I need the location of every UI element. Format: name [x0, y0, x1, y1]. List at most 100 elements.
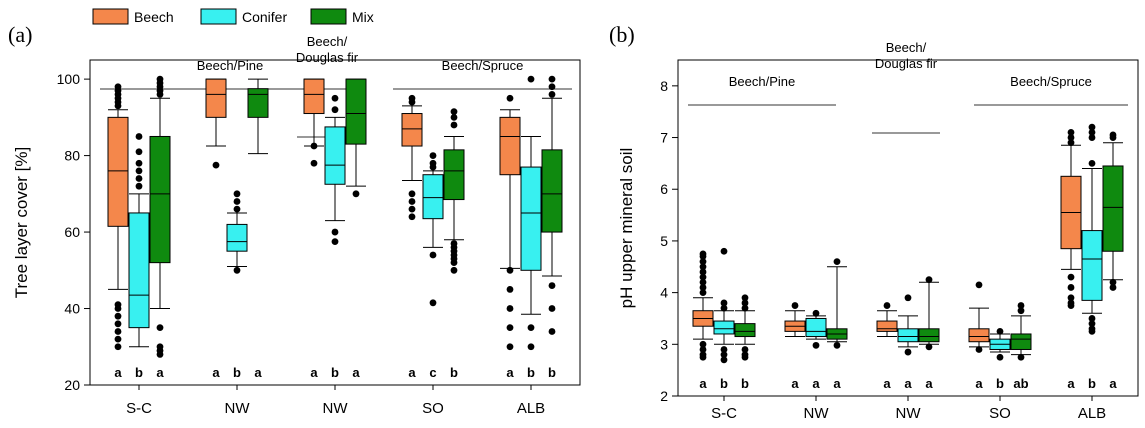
- x-tick-label: NW: [225, 400, 251, 417]
- legend-label-mix: Mix: [352, 9, 374, 25]
- outlier-point-mix: [925, 343, 933, 351]
- significance-letter: a: [212, 365, 220, 380]
- outlier-point-beech: [408, 213, 416, 221]
- box-mix: [247, 88, 269, 118]
- y-axis-label: pH upper mineral soil: [617, 148, 636, 309]
- outlier-point-beech: [114, 320, 122, 328]
- outlier-point-beech: [699, 278, 707, 286]
- box-beech: [303, 78, 325, 115]
- x-tick-label: ALB: [1078, 405, 1106, 422]
- significance-letter: a: [833, 376, 841, 391]
- outlier-point-conifer: [527, 343, 535, 351]
- outlier-point-conifer: [904, 294, 912, 302]
- outlier-point-mix: [352, 190, 360, 198]
- outlier-point-conifer: [135, 148, 143, 156]
- significance-letter: a: [1109, 376, 1117, 391]
- outlier-point-conifer: [135, 159, 143, 167]
- box-beech: [107, 116, 129, 227]
- panel-label: (b): [609, 22, 635, 47]
- significance-letter: a: [925, 376, 933, 391]
- y-tick-label: 2: [660, 388, 668, 404]
- outlier-point-beech: [114, 301, 122, 309]
- box-mix: [1010, 333, 1032, 350]
- y-tick-label: 20: [64, 377, 80, 393]
- x-tick-label: S-C: [711, 405, 737, 422]
- significance-letter: b: [741, 376, 749, 391]
- chart-b: (b) pH upper mineral soil 2 3 4 5 6 7 8 S-C NW NW SO…: [609, 22, 1139, 422]
- box-conifer: [128, 212, 150, 329]
- box-mix: [345, 78, 367, 145]
- outlier-point-beech: [975, 281, 983, 289]
- outlier-point-conifer: [429, 299, 437, 307]
- outlier-point-beech: [506, 94, 514, 102]
- y-tick-label: 80: [64, 148, 80, 164]
- outlier-point-mix: [450, 113, 458, 121]
- significance-letter: a: [812, 376, 820, 391]
- outlier-point-beech: [408, 94, 416, 102]
- y-tick-label: 7: [660, 130, 668, 146]
- box-conifer: [897, 328, 919, 343]
- outlier-point-mix: [741, 299, 749, 307]
- outlier-point-conifer: [720, 351, 728, 359]
- x-tick-label: NW: [804, 405, 830, 422]
- outlier-point-conifer: [527, 75, 535, 83]
- outlier-point-beech: [114, 335, 122, 343]
- outlier-point-beech: [699, 250, 707, 258]
- significance-letter: b: [548, 365, 556, 380]
- outlier-point-conifer: [527, 324, 535, 332]
- outlier-point-mix: [450, 266, 458, 274]
- outlier-point-conifer: [135, 167, 143, 175]
- outlier-point-beech: [1067, 302, 1075, 309]
- box-conifer: [324, 126, 346, 185]
- outlier-point-mix: [741, 304, 749, 312]
- outlier-point-conifer: [331, 228, 339, 236]
- group-label: Beech/Pine: [197, 58, 264, 73]
- group-label: Beech/: [307, 34, 348, 49]
- significance-letter: a: [883, 376, 891, 391]
- x-tick-label: SO: [989, 405, 1011, 422]
- significance-letter: b: [720, 376, 728, 391]
- significance-letter: b: [233, 365, 241, 380]
- outlier-point-beech: [791, 302, 799, 309]
- outlier-point-beech: [699, 289, 707, 297]
- outlier-point-mix: [1017, 302, 1025, 309]
- significance-letter: a: [352, 365, 360, 380]
- box-beech: [205, 78, 227, 118]
- outlier-point-mix: [1109, 284, 1117, 291]
- group-label: Beech/Spruce: [1010, 74, 1092, 89]
- outlier-point-conifer: [720, 299, 728, 307]
- outlier-point-beech: [310, 159, 318, 167]
- outlier-point-beech: [212, 161, 220, 169]
- box-beech: [968, 328, 990, 343]
- panel-label: (a): [8, 22, 32, 47]
- outlier-point-conifer: [429, 159, 437, 167]
- outlier-point-beech: [1067, 284, 1075, 291]
- significance-letter: ab: [1013, 376, 1028, 391]
- significance-letter: a: [408, 365, 416, 380]
- outlier-point-mix: [833, 258, 841, 265]
- group-label: Beech/: [886, 40, 927, 55]
- y-tick-label: 100: [57, 71, 81, 87]
- outlier-point-conifer: [331, 106, 339, 114]
- significance-letter: a: [156, 365, 164, 380]
- box-mix: [1102, 165, 1124, 252]
- legend-swatch-conifer: [200, 8, 237, 25]
- significance-letter: b: [996, 376, 1004, 391]
- chart-a: (a) Tree layer cover [%] 20 40 60 80 100 S-C NW N…: [8, 22, 581, 417]
- outlier-point-mix: [741, 346, 749, 353]
- outlier-point-conifer: [720, 247, 728, 255]
- group-label: Douglas fir: [296, 50, 359, 65]
- outlier-point-beech: [408, 205, 416, 213]
- outlier-point-mix: [741, 353, 749, 361]
- outlier-point-beech: [883, 302, 891, 309]
- outlier-point-conifer: [233, 190, 241, 198]
- outlier-point-beech: [699, 258, 707, 265]
- box-mix: [918, 328, 940, 343]
- box-mix: [149, 135, 171, 264]
- y-tick-label: 40: [64, 301, 80, 317]
- outlier-point-mix: [156, 343, 164, 351]
- outlier-point-mix: [548, 75, 556, 83]
- outlier-point-conifer: [1088, 134, 1096, 141]
- significance-letter: a: [506, 365, 514, 380]
